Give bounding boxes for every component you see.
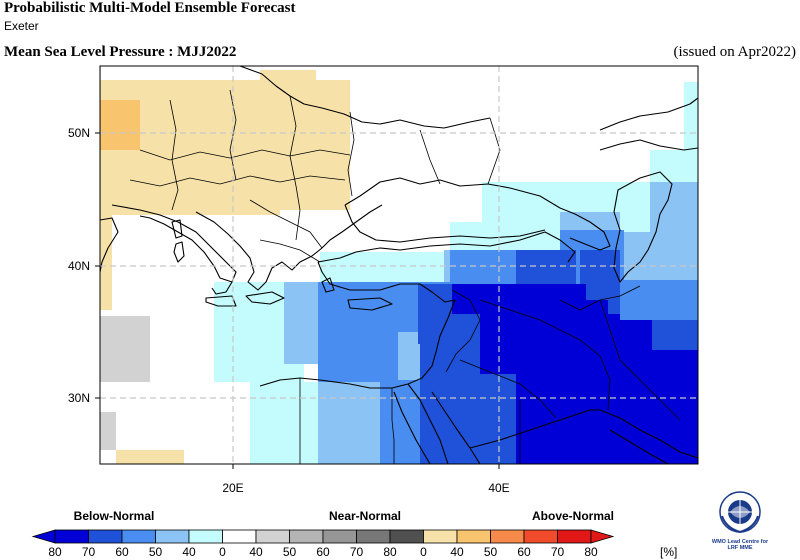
probability-cell — [100, 210, 112, 310]
colorbar-unit: [%] — [660, 545, 677, 559]
colorbar-tick-label: 50 — [149, 545, 163, 559]
colorbar-segment — [423, 529, 458, 544]
colorbar-segment — [456, 529, 491, 544]
country-borders — [129, 89, 681, 464]
colorbar-segment — [121, 529, 156, 544]
probability-cell — [100, 100, 140, 150]
probability-cell — [100, 316, 150, 382]
colorbar-segment — [155, 529, 190, 544]
colorbar-tick-label: 60 — [517, 545, 531, 559]
probability-cell — [100, 412, 116, 450]
colorbar-segment — [322, 529, 357, 544]
colorbar-segment — [289, 529, 324, 544]
probability-cell — [320, 252, 450, 284]
lat-label-40n: 40N — [68, 259, 90, 273]
colorbar-segment — [222, 529, 257, 544]
coastlines — [100, 66, 698, 464]
probability-cell — [516, 250, 576, 290]
forecast-title: Probabilistic Multi-Model Ensemble Forec… — [4, 0, 296, 16]
logo-caption-1: WMO Lead Centre for — [711, 539, 769, 545]
colorbar-tick-label: 40 — [182, 545, 196, 559]
colorbar-segment — [523, 529, 558, 544]
colorbar-tick-label: 60 — [115, 545, 129, 559]
probability-cell — [684, 82, 698, 152]
probability-cell — [100, 150, 280, 215]
issued-date: (issued on Apr2022) — [673, 44, 797, 60]
colorbar-tick-label: 60 — [316, 545, 330, 559]
colorbar-tick-label: 0 — [219, 545, 226, 559]
lat-label-50n: 50N — [68, 126, 90, 140]
colorbar-segment — [188, 529, 223, 544]
colorbar-tick-labels: 80 70 60 50 40 0 40 50 60 70 80 0 40 50 60 70 80 — [48, 545, 598, 559]
colorbar-arrow-left — [31, 529, 56, 544]
probability-cell — [280, 110, 350, 150]
probability-cell — [650, 350, 698, 380]
centre-name: Exeter — [4, 19, 39, 33]
probability-cells — [100, 70, 698, 464]
colorbar-tick-label: 70 — [82, 545, 96, 559]
colorbar-segment — [88, 529, 123, 544]
logo-caption-2: LRF MME — [727, 545, 753, 551]
colorbar-tick-label: 40 — [249, 545, 263, 559]
lat-label-30n: 30N — [68, 391, 90, 405]
lon-label-20e: 20E — [222, 481, 243, 495]
probability-cell — [116, 450, 184, 464]
legend-below-normal: Below-Normal — [73, 509, 155, 523]
colorbar-tick-label: 80 — [383, 545, 397, 559]
wmo-logo: WMO Lead Centre for LRF MME — [700, 490, 780, 560]
colorbar-arrow-right — [590, 529, 615, 544]
wmo-emblem-icon — [719, 491, 761, 534]
graticule — [100, 66, 698, 464]
variable-label: Mean Sea Level Pressure : MJJ2022 — [4, 44, 237, 60]
probability-cell — [600, 320, 652, 390]
colorbar-segment — [557, 529, 592, 544]
colorbar-segment — [490, 529, 525, 544]
colorbar-tick-label: 80 — [584, 545, 598, 559]
colorbar-tick-label: 50 — [283, 545, 297, 559]
probability-cell — [260, 70, 316, 110]
colorbar-segment — [389, 529, 424, 544]
lon-label-40e: 40E — [488, 481, 509, 495]
colorbar — [31, 529, 615, 544]
colorbar-segment — [54, 529, 89, 544]
colorbar-tick-label: 70 — [350, 545, 364, 559]
probability-cell — [250, 382, 324, 464]
colorbar-segment — [255, 529, 290, 544]
colorbar-tick-label: 80 — [48, 545, 62, 559]
colorbar-segment — [356, 529, 391, 544]
probability-cell — [548, 300, 608, 380]
axis-ticks — [95, 132, 500, 469]
probability-cell — [318, 332, 398, 382]
legend-above-normal: Above-Normal — [531, 509, 615, 523]
colorbar-tick-label: 50 — [484, 545, 498, 559]
map-frame — [99, 65, 699, 465]
legend-near-normal: Near-Normal — [328, 509, 402, 523]
colorbar-tick-label: 40 — [450, 545, 464, 559]
colorbar-tick-label: 0 — [420, 545, 427, 559]
colorbar-tick-label: 70 — [551, 545, 565, 559]
